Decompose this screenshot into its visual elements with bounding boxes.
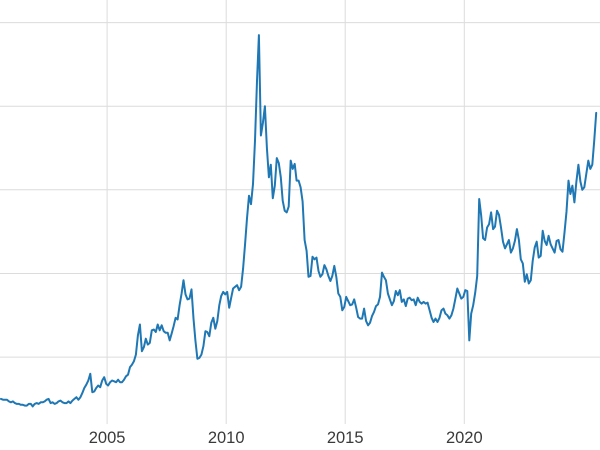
x-tick-label: 2015 — [327, 429, 364, 447]
x-tick-label: 2020 — [446, 429, 483, 447]
x-tick-label: 2010 — [208, 429, 245, 447]
price-series-line — [0, 34, 598, 408]
x-tick-label: 2005 — [89, 429, 126, 447]
